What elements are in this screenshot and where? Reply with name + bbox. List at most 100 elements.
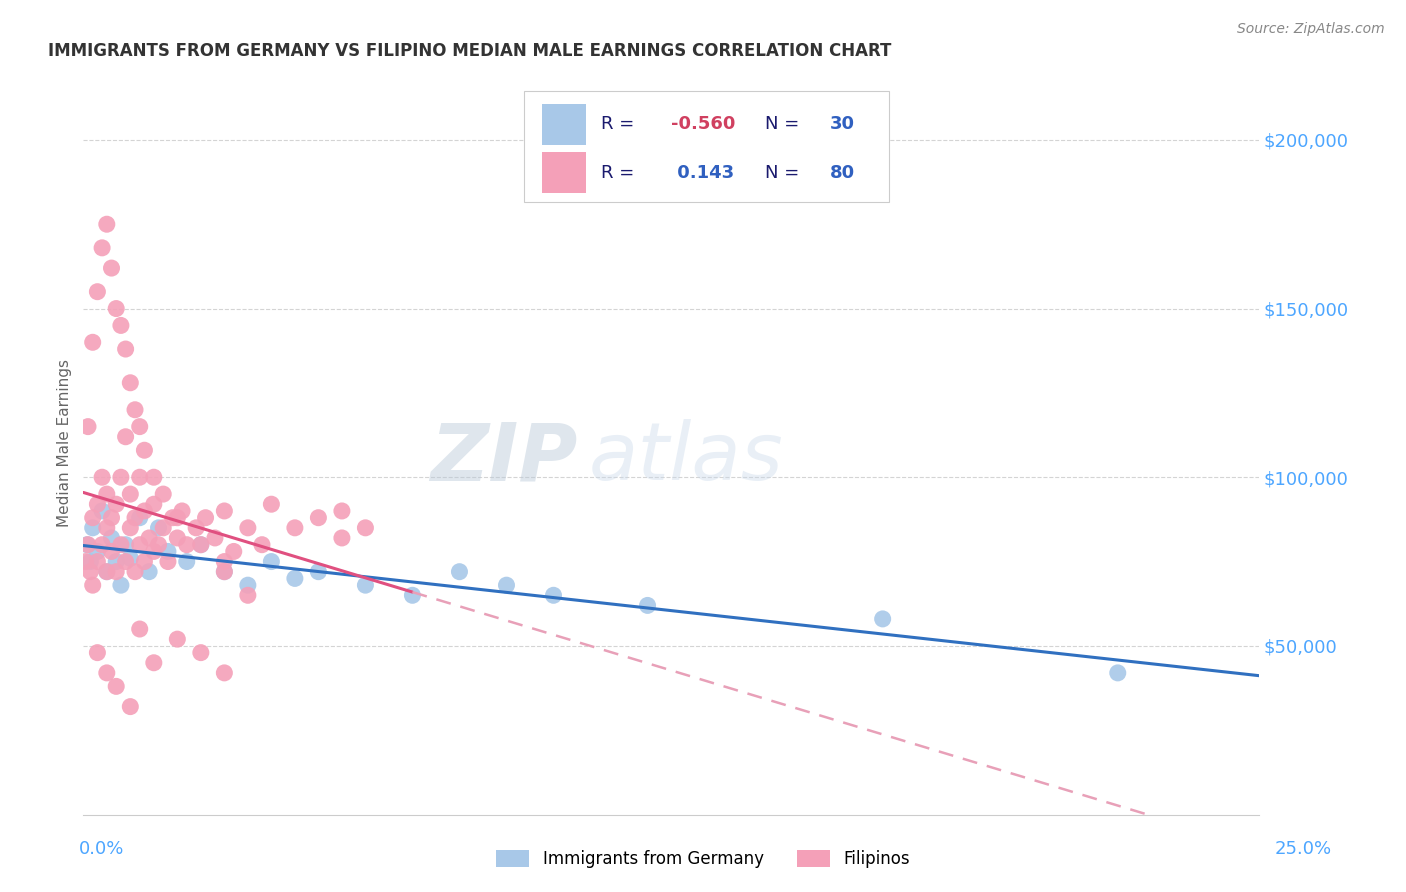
Point bbox=[96, 665, 118, 680]
Point bbox=[91, 470, 114, 484]
Point bbox=[156, 544, 179, 558]
Point bbox=[284, 571, 307, 585]
Point bbox=[401, 588, 423, 602]
Point bbox=[82, 510, 104, 524]
Point bbox=[170, 504, 193, 518]
Text: R =: R = bbox=[600, 115, 640, 134]
Point bbox=[76, 538, 98, 552]
Point bbox=[166, 632, 188, 647]
Point bbox=[105, 555, 128, 569]
Point bbox=[214, 555, 236, 569]
Point bbox=[77, 419, 100, 434]
Point bbox=[114, 342, 136, 356]
Text: atlas: atlas bbox=[589, 419, 783, 498]
Point bbox=[86, 544, 108, 558]
Point bbox=[96, 487, 118, 501]
Point bbox=[284, 521, 307, 535]
Point bbox=[156, 555, 179, 569]
Point bbox=[162, 510, 184, 524]
Point bbox=[120, 376, 142, 390]
Point bbox=[120, 521, 142, 535]
Point bbox=[114, 430, 136, 444]
Point bbox=[75, 555, 97, 569]
Point bbox=[543, 588, 565, 602]
Point bbox=[91, 504, 114, 518]
Point bbox=[134, 443, 156, 458]
Point bbox=[307, 565, 329, 579]
Point bbox=[152, 487, 174, 501]
Point bbox=[110, 538, 132, 552]
Point bbox=[166, 531, 188, 545]
Point bbox=[176, 538, 198, 552]
Point bbox=[120, 699, 142, 714]
Point bbox=[86, 555, 108, 569]
Point bbox=[236, 521, 259, 535]
Point bbox=[138, 565, 160, 579]
Point bbox=[236, 588, 259, 602]
Point bbox=[307, 510, 329, 524]
Point bbox=[86, 497, 108, 511]
Point bbox=[120, 551, 142, 566]
Point bbox=[142, 656, 165, 670]
Text: 30: 30 bbox=[830, 115, 855, 134]
Point bbox=[124, 402, 146, 417]
Point bbox=[120, 487, 142, 501]
Point bbox=[105, 301, 128, 316]
Point bbox=[190, 646, 212, 660]
Point bbox=[176, 555, 198, 569]
Point bbox=[134, 504, 156, 518]
Point bbox=[105, 497, 128, 511]
Point bbox=[495, 578, 517, 592]
Point bbox=[110, 318, 132, 333]
Point bbox=[124, 565, 146, 579]
Point bbox=[91, 241, 114, 255]
Point bbox=[82, 335, 104, 350]
Point bbox=[128, 538, 150, 552]
Point bbox=[128, 622, 150, 636]
Text: ZIP: ZIP bbox=[430, 419, 576, 498]
Point bbox=[260, 497, 283, 511]
Point bbox=[142, 470, 165, 484]
Point bbox=[214, 665, 236, 680]
Point bbox=[86, 285, 108, 299]
Y-axis label: Median Male Earnings: Median Male Earnings bbox=[58, 359, 72, 527]
Point bbox=[354, 521, 377, 535]
Point bbox=[114, 555, 136, 569]
Text: 0.143: 0.143 bbox=[671, 163, 734, 182]
Text: Source: ZipAtlas.com: Source: ZipAtlas.com bbox=[1237, 22, 1385, 37]
Text: R =: R = bbox=[600, 163, 640, 182]
Point bbox=[128, 470, 150, 484]
Point bbox=[100, 531, 122, 545]
Point bbox=[82, 578, 104, 592]
Point bbox=[138, 531, 160, 545]
Point bbox=[260, 555, 283, 569]
Point bbox=[110, 470, 132, 484]
Point bbox=[79, 565, 101, 579]
Point bbox=[872, 612, 894, 626]
Point bbox=[166, 510, 188, 524]
Point bbox=[124, 510, 146, 524]
Text: N =: N = bbox=[765, 163, 806, 182]
Text: 0.0%: 0.0% bbox=[79, 840, 124, 858]
Point bbox=[449, 565, 471, 579]
Point bbox=[96, 217, 118, 231]
Point bbox=[214, 565, 236, 579]
Point bbox=[82, 521, 104, 535]
Text: -0.560: -0.560 bbox=[671, 115, 735, 134]
Point bbox=[152, 521, 174, 535]
Point bbox=[214, 504, 236, 518]
Point bbox=[128, 510, 150, 524]
Point bbox=[214, 565, 236, 579]
Point bbox=[105, 679, 128, 693]
Point bbox=[190, 538, 212, 552]
Point bbox=[96, 565, 118, 579]
Point bbox=[114, 538, 136, 552]
Point bbox=[96, 521, 118, 535]
Text: N =: N = bbox=[765, 115, 806, 134]
FancyBboxPatch shape bbox=[524, 91, 889, 202]
Point bbox=[100, 261, 122, 276]
Point bbox=[236, 578, 259, 592]
Point bbox=[128, 419, 150, 434]
Text: 25.0%: 25.0% bbox=[1275, 840, 1331, 858]
Point bbox=[148, 521, 170, 535]
